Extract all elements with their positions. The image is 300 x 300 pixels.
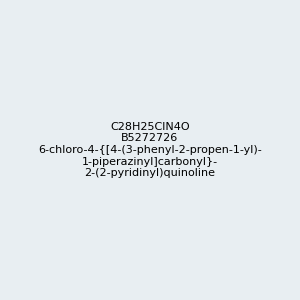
Text: C28H25ClN4O
B5272726
6-chloro-4-{[4-(3-phenyl-2-propen-1-yl)-
1-piperazinyl]carb: C28H25ClN4O B5272726 6-chloro-4-{[4-(3-p… <box>38 122 262 178</box>
